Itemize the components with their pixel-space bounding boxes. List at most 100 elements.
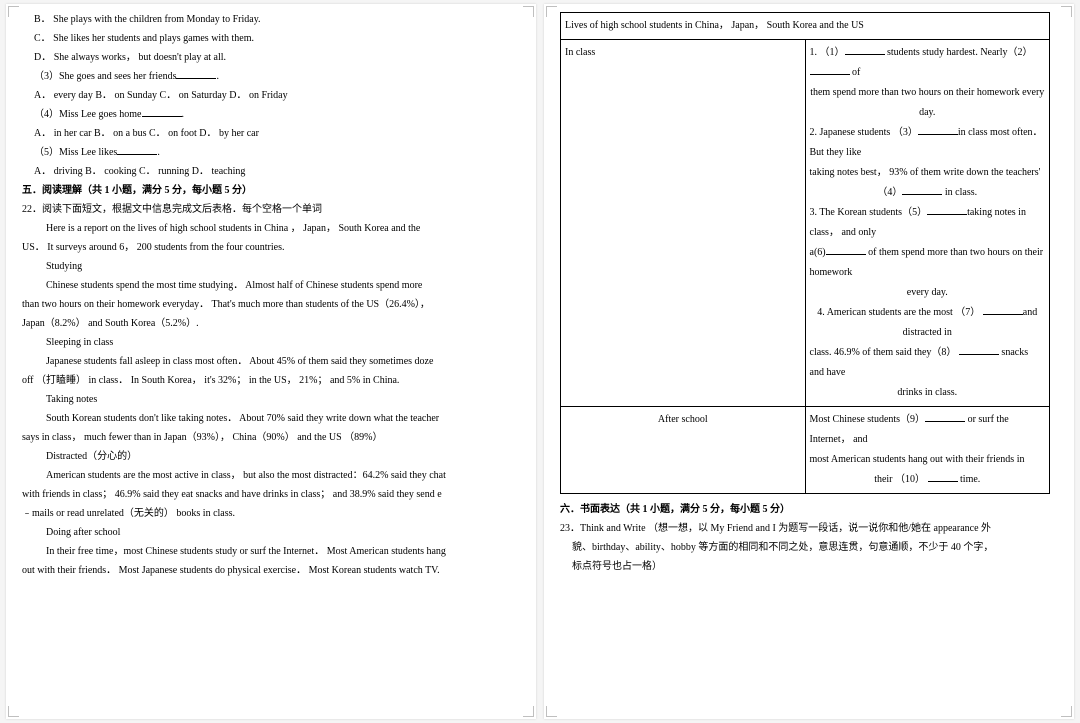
passage-line: out with their friends． Most Japanese st… — [22, 561, 512, 580]
page-left: B． She plays with the children from Mond… — [6, 4, 536, 719]
cell-line: 4. American students are the most （7） an… — [810, 303, 1046, 343]
row-content-afterschool: Most Chinese students（9） or surf the Int… — [805, 407, 1050, 494]
text: time. — [958, 474, 981, 485]
row-label-inclass: In class — [561, 40, 806, 407]
q4-tail: . — [182, 109, 185, 120]
blank[interactable] — [176, 69, 216, 79]
text: 4. American students are the most （7） — [817, 307, 983, 318]
cell-line: Most Chinese students（9） or surf the Int… — [810, 410, 1046, 450]
option-b: B． She plays with the children from Mond… — [22, 10, 512, 29]
cell-line: drinks in class. — [810, 383, 1046, 403]
question-5: （5）Miss Lee likes. — [22, 143, 512, 162]
table-row: After school Most Chinese students（9） or… — [561, 407, 1050, 494]
passage-line: Here is a report on the lives of high sc… — [22, 219, 512, 238]
cell-line: （4） in class. — [810, 183, 1046, 203]
passage-line: South Korean students don't like taking … — [22, 409, 512, 428]
question-3: （3）She goes and sees her friends. — [22, 67, 512, 86]
cell-line: them spend more than two hours on their … — [810, 83, 1046, 123]
text: 2. Japanese students （3） — [810, 127, 918, 138]
blank[interactable] — [845, 45, 885, 55]
passage-line: US． It surveys around 6， 200 students fr… — [22, 238, 512, 257]
text: 3. The Korean students（5） — [810, 207, 928, 218]
text: in class. — [942, 187, 977, 198]
page-right: Lives of high school students in China， … — [544, 4, 1074, 719]
passage-line: ﹣mails or read unrelated（无关的） books in c… — [22, 504, 512, 523]
option-d: D． She always works， but doesn't play at… — [22, 48, 512, 67]
q4-stem: （4）Miss Lee goes home — [34, 109, 142, 120]
q3-tail: . — [216, 71, 219, 82]
table-title-cell: Lives of high school students in China， … — [561, 13, 1050, 40]
crop-mark — [1061, 6, 1072, 17]
q4-options: A． in her car B． on a bus C． on foot D． … — [22, 124, 512, 143]
crop-mark — [8, 706, 19, 717]
blank[interactable] — [959, 345, 999, 355]
text: Most Chinese students（9） — [810, 414, 926, 425]
q3-stem: （3）She goes and sees her friends — [34, 71, 176, 82]
cell-line: their （10） time. — [810, 470, 1046, 490]
passage-line: says in class， much fewer than in Japan（… — [22, 428, 512, 447]
table-row: Lives of high school students in China， … — [561, 13, 1050, 40]
cell-line: 2. Japanese students （3）in class most of… — [810, 123, 1046, 163]
blank[interactable] — [826, 245, 866, 255]
passage-line: off （打瞌睡） in class． In South Korea， it's… — [22, 371, 512, 390]
passage-heading: Distracted（分心的） — [22, 447, 512, 466]
passage-line: Japan（8.2%） and South Korea（5.2%）. — [22, 314, 512, 333]
passage-line: In their free time，most Chinese students… — [22, 542, 512, 561]
blank[interactable] — [902, 185, 942, 195]
cell-line: most American students hang out with the… — [810, 450, 1046, 470]
q3-options: A． every day B． on Sunday C． on Saturday… — [22, 86, 512, 105]
q23-line: 23．Think and Write （想一想，以 My Friend and … — [560, 519, 1050, 538]
blank[interactable] — [918, 125, 958, 135]
crop-mark — [523, 6, 534, 17]
passage-line: with friends in class； 46.9% said they e… — [22, 485, 512, 504]
text: their （10） — [874, 474, 927, 485]
blank[interactable] — [928, 472, 958, 482]
cell-line: 3. The Korean students（5）taking notes in… — [810, 203, 1046, 243]
cell-line: a(6) of them spend more than two hours o… — [810, 243, 1046, 283]
question-4: （4）Miss Lee goes home. — [22, 105, 512, 124]
cell-line: taking notes best， 93% of them write dow… — [810, 163, 1046, 183]
blank[interactable] — [927, 205, 967, 215]
section-5-title: 五．阅读理解（共 1 小题，满分 5 分，每小题 5 分） — [22, 181, 512, 200]
blank[interactable] — [810, 65, 850, 75]
survey-table: Lives of high school students in China， … — [560, 12, 1050, 494]
blank[interactable] — [142, 107, 182, 117]
section-6-title: 六．书面表达（共 1 小题，满分 5 分，每小题 5 分） — [560, 500, 1050, 519]
passage-line: Japanese students fall asleep in class m… — [22, 352, 512, 371]
text: of — [850, 67, 861, 78]
passage-heading: Doing after school — [22, 523, 512, 542]
text: a(6) — [810, 247, 826, 258]
q5-stem: （5）Miss Lee likes — [34, 147, 117, 158]
page-spread: B． She plays with the children from Mond… — [0, 0, 1080, 723]
text: students study hardest. Nearly（2） — [885, 47, 1033, 58]
table-row: In class 1. （1） students study hardest. … — [561, 40, 1050, 407]
crop-mark — [546, 706, 557, 717]
row-content-inclass: 1. （1） students study hardest. Nearly（2）… — [805, 40, 1050, 407]
crop-mark — [1061, 706, 1072, 717]
passage-heading: Sleeping in class — [22, 333, 512, 352]
blank[interactable] — [117, 145, 157, 155]
blank[interactable] — [925, 412, 965, 422]
passage-line: Chinese students spend the most time stu… — [22, 276, 512, 295]
option-c: C． She likes her students and plays game… — [22, 29, 512, 48]
q5-options: A． driving B． cooking C． running D． teac… — [22, 162, 512, 181]
crop-mark — [523, 706, 534, 717]
row-label-afterschool: After school — [561, 407, 806, 494]
text: 1. （1） — [810, 47, 845, 58]
passage-heading: Studying — [22, 257, 512, 276]
passage-heading: Taking notes — [22, 390, 512, 409]
blank[interactable] — [983, 305, 1023, 315]
q23-line: 貌、birthday、ability、hobby 等方面的相同和不同之处，意思连… — [560, 538, 1050, 557]
q22-instruction: 22．阅读下面短文，根据文中信息完成文后表格．每个空格一个单词 — [22, 200, 512, 219]
passage-line: than two hours on their homework everyda… — [22, 295, 512, 314]
cell-line: class. 46.9% of them said they（8） snacks… — [810, 343, 1046, 383]
cell-line: every day. — [810, 283, 1046, 303]
crop-mark — [546, 6, 557, 17]
q23-line: 标点符号也占一格） — [560, 557, 1050, 576]
passage-line: American students are the most active in… — [22, 466, 512, 485]
q5-tail: . — [157, 147, 160, 158]
text: （4） — [877, 187, 902, 198]
text: class. 46.9% of them said they（8） — [810, 347, 959, 358]
crop-mark — [8, 6, 19, 17]
cell-line: 1. （1） students study hardest. Nearly（2）… — [810, 43, 1046, 83]
